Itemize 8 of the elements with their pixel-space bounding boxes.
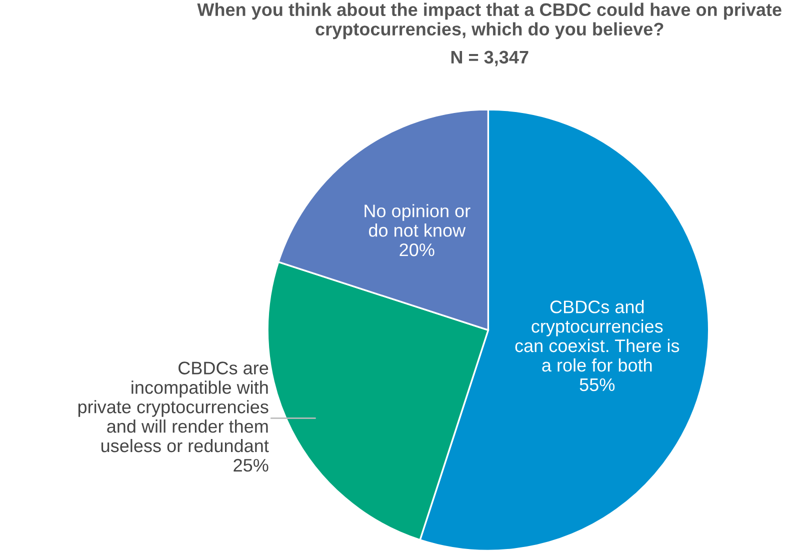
- slice-label: CBDCs and cryptocurrencies can coexist. There is a role for both: [515, 300, 680, 372]
- data-label: 25%: [234, 458, 268, 472]
- slice-label: CBDCs are incompatible with private cryptocurrencies and will render them useless or redundant: [78, 362, 269, 452]
- data-label: 55%: [580, 378, 615, 392]
- data-label: 20%: [400, 243, 434, 256]
- chart-subtitle: N = 3,347: [451, 50, 528, 66]
- slice-label: No opinion or do not know: [364, 204, 470, 237]
- chart-title: When you think about the impact that a CBDC could have on private cryptocurrencies, which do you believe?: [197, 2, 782, 40]
